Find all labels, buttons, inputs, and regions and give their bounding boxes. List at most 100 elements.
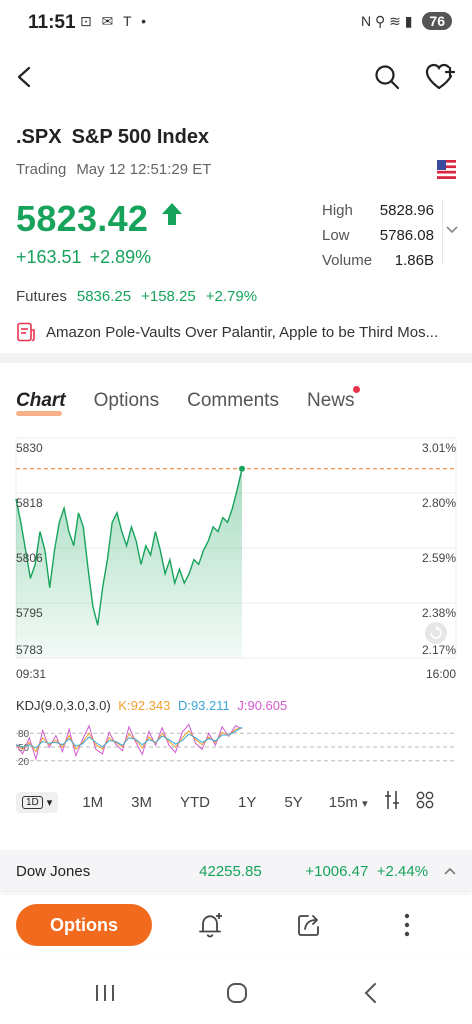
more-vertical-icon[interactable]	[392, 910, 422, 940]
stat-low: Low 5786.08	[322, 223, 434, 248]
tab-label: Chart	[16, 390, 66, 411]
futures-change-pct: +2.79%	[205, 288, 258, 305]
news-headline-banner[interactable]: Amazon Pole-Vaults Over Palantir, Apple …	[16, 322, 456, 342]
stat-value: 5828.96	[379, 202, 434, 219]
period-5y[interactable]: 5Y	[284, 793, 303, 811]
change-percent: +2.89%	[89, 247, 152, 267]
kdj-j: J:90.605	[237, 698, 288, 713]
recent-apps-icon[interactable]	[90, 980, 120, 1006]
period-ytd[interactable]: YTD	[180, 793, 211, 811]
index-bar-price: 42255.85	[199, 862, 262, 880]
stat-high: High 5828.96	[322, 198, 434, 223]
heart-plus-icon[interactable]	[424, 62, 458, 92]
index-bar-change-pct: +2.44%	[376, 862, 429, 880]
notification-icons: ⊡ ✉ T •	[80, 13, 150, 29]
y-tick-label-left: 5783	[16, 643, 43, 657]
tab-comments[interactable]: Comments	[187, 390, 279, 411]
tab-news[interactable]: News	[306, 386, 361, 412]
kdj-k-line	[15, 727, 243, 753]
index-name: S&P 500 Index	[71, 126, 210, 148]
options-button[interactable]: Options	[16, 904, 152, 946]
battery-indicator: 76	[422, 12, 452, 30]
futures-label: Futures	[16, 288, 67, 305]
news-icon	[17, 322, 35, 342]
quote-stats: High 5828.96 Low 5786.08 Volume 1.86B	[322, 198, 434, 273]
up-arrow-icon	[161, 203, 182, 225]
section-divider	[0, 353, 472, 363]
interval-dropdown[interactable]: 15m ▾	[329, 794, 368, 811]
stat-value: 5786.08	[379, 227, 434, 244]
system-nav-bar	[0, 960, 472, 1024]
caret-down-icon: ▾	[46, 796, 53, 809]
tab-chart[interactable]: Chart	[16, 390, 66, 416]
chart-layout-icon[interactable]	[416, 791, 434, 813]
back-arrow-icon[interactable]	[10, 62, 40, 92]
price-line	[15, 468, 243, 626]
last-price-dot	[239, 465, 245, 472]
y-tick-label-left: 5818	[16, 496, 43, 510]
price-change: +163.51 +2.89%	[16, 247, 159, 268]
last-price: 5823.42	[16, 198, 185, 240]
y-tick-label-right: 3.01%	[422, 441, 456, 455]
price-area-fill	[16, 468, 242, 658]
period-selector: 1D ▾ 1M 3M YTD 1Y 5Y 15m ▾	[16, 790, 456, 814]
search-icon[interactable]	[372, 62, 402, 92]
y-tick-label-left: 5806	[16, 551, 43, 565]
intraday-chart[interactable]: 5830 3.01% 5818 2.80% 5806 2.59% 5795 2.38% 5783…	[0, 428, 472, 686]
x-tick-label: 09:31	[16, 667, 46, 681]
related-index-bar[interactable]: Dow Jones 42255.85 +1006.47 +2.44%	[0, 850, 472, 892]
draw-tools-icon[interactable]	[384, 790, 400, 814]
unread-dot	[353, 386, 361, 393]
caret-down-icon: ▾	[362, 797, 368, 810]
system-icons: N ⚲ ≋ ▮ 76	[361, 12, 452, 30]
interval-value: 15m	[328, 793, 358, 811]
selected-period: 1D	[22, 795, 43, 809]
home-icon[interactable]	[222, 980, 252, 1006]
stat-label: Volume	[322, 252, 373, 269]
quote-title: .SPX S&P 500 Index	[16, 126, 219, 149]
system-status-icons: N ⚲ ≋ ▮	[360, 12, 413, 29]
futures-price: 5836.25	[76, 288, 132, 305]
share-icon[interactable]	[294, 910, 324, 940]
kdj-legend[interactable]: KDJ(9.0,3.0,3.0) K:92.343 D:93.211 J:90.…	[16, 698, 291, 713]
status-time: 11:51	[28, 12, 76, 33]
y-tick-label-left: 5830	[16, 441, 43, 455]
chevron-up-icon[interactable]	[444, 867, 456, 875]
ticker-symbol: .SPX	[16, 126, 62, 148]
kdj-level-label: 80	[18, 729, 30, 740]
futures-row[interactable]: Futures 5836.25 +158.25 +2.79%	[16, 288, 257, 305]
stat-value: 1.86B	[394, 252, 434, 269]
chevron-down-icon[interactable]	[446, 226, 458, 234]
period-1y[interactable]: 1Y	[238, 793, 257, 811]
y-tick-label-right: 2.80%	[422, 496, 456, 510]
kdj-k: K:92.343	[118, 698, 171, 713]
futures-change: +158.25	[141, 288, 196, 305]
kdj-d: D:93.211	[177, 698, 230, 713]
news-headline-text: Amazon Pole-Vaults Over Palantir, Apple …	[46, 323, 439, 341]
stat-volume: Volume 1.86B	[322, 248, 434, 273]
kdj-params: KDJ(9.0,3.0,3.0)	[16, 698, 111, 713]
change-value: +163.51	[16, 247, 82, 267]
quote-timestamp: May 12 12:51:29 ET	[76, 161, 212, 178]
period-1m[interactable]: 1M	[82, 793, 104, 811]
us-flag-icon	[437, 160, 456, 179]
reset-zoom-icon[interactable]	[425, 622, 447, 644]
period-3m[interactable]: 3M	[131, 793, 153, 811]
x-tick-label: 16:00	[426, 667, 456, 681]
stat-label: High	[322, 202, 353, 219]
tab-underline	[16, 411, 62, 416]
status-bar: 11:51 ⊡ ✉ T • N ⚲ ≋ ▮ 76	[0, 0, 472, 44]
stat-label: Low	[322, 227, 350, 244]
tab-label: News	[306, 390, 355, 411]
kdj-j-line	[15, 723, 243, 761]
back-nav-icon[interactable]	[356, 980, 386, 1006]
stats-expand[interactable]	[442, 200, 460, 264]
detail-tabs: Chart Options Comments News	[16, 386, 361, 416]
kdj-d-line	[15, 726, 243, 749]
alert-bell-icon[interactable]	[196, 910, 226, 940]
trading-status: Trading	[16, 161, 67, 178]
tab-options[interactable]: Options	[93, 390, 160, 411]
y-tick-label-right: 2.17%	[422, 643, 456, 657]
period-dropdown[interactable]: 1D ▾	[16, 791, 59, 813]
